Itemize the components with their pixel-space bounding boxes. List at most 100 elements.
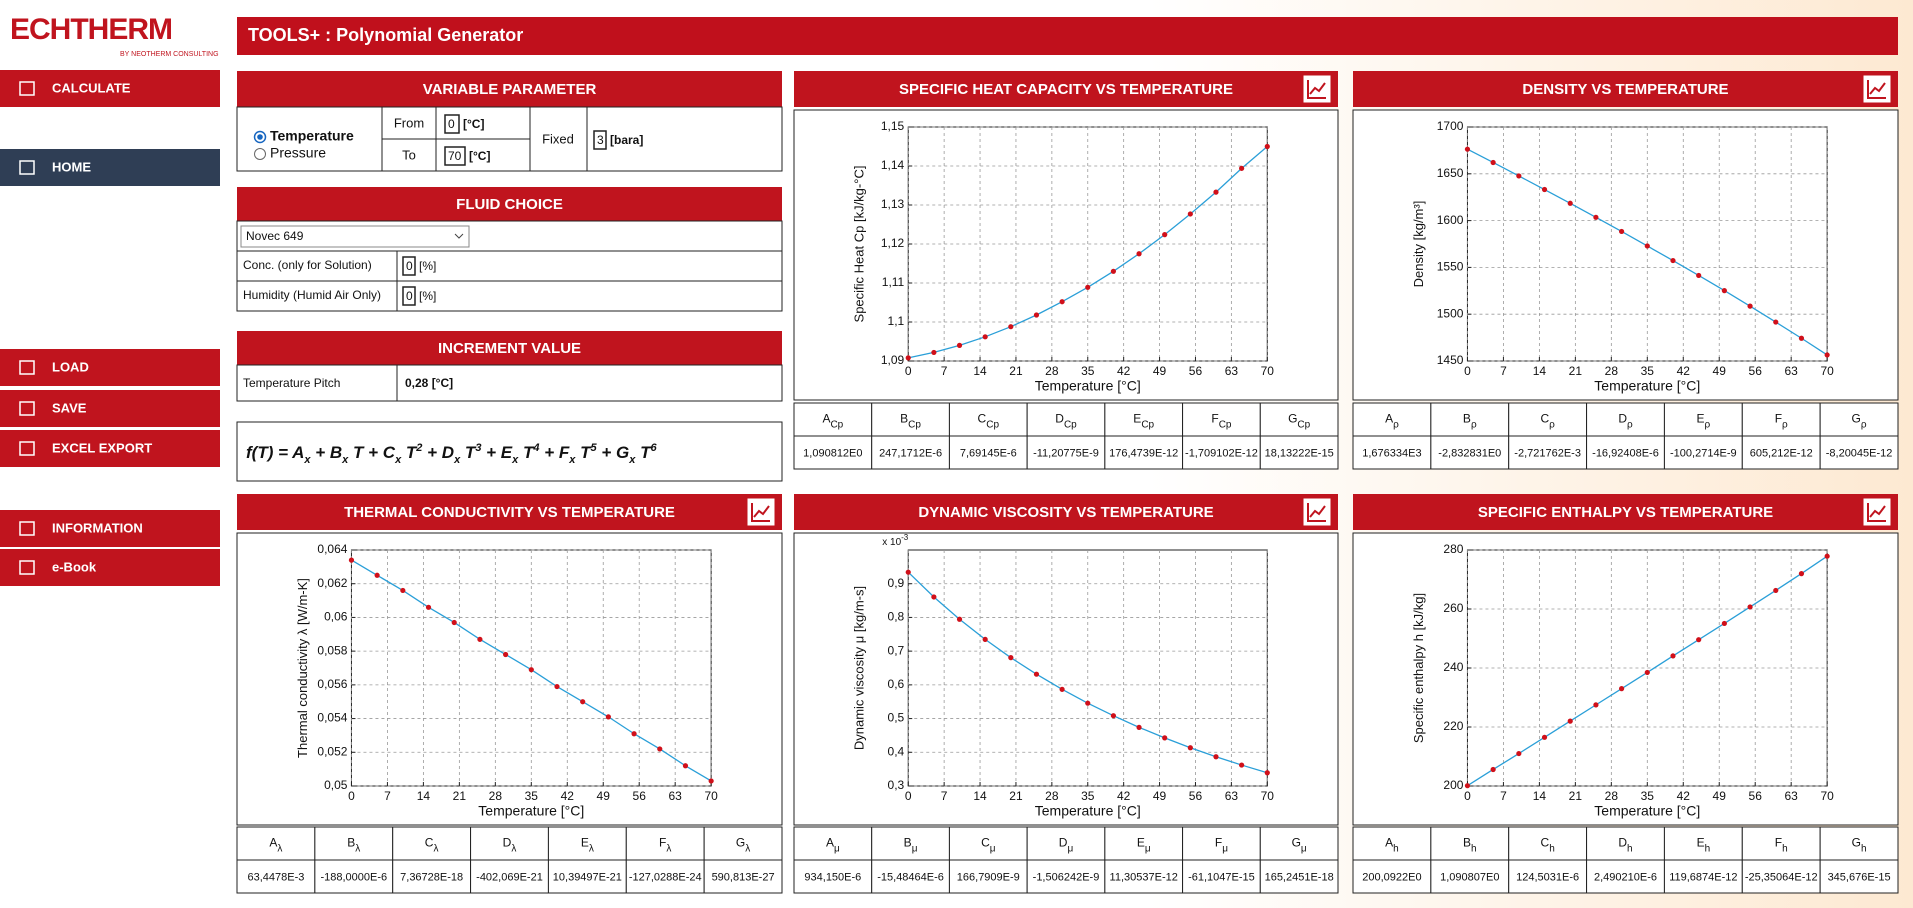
- x-tick-label: 35: [1081, 364, 1095, 378]
- x-tick-label: 7: [1500, 364, 1507, 378]
- coef-value: -402,069E-21: [476, 871, 543, 883]
- data-point: [1773, 587, 1779, 594]
- nav-icon: [19, 160, 35, 175]
- chart-icon-glyph: [1867, 503, 1886, 522]
- data-point: [1464, 783, 1471, 789]
- y-tick-label: 0,06: [324, 610, 348, 624]
- data-point: [554, 683, 560, 690]
- unit: [bara]: [610, 133, 643, 147]
- cell: [1259, 402, 1339, 437]
- x-tick-label: 35: [1641, 364, 1655, 378]
- cell: [1182, 859, 1261, 894]
- coef-symbol: λ: [433, 844, 438, 855]
- coef-symbol: μ: [834, 844, 840, 855]
- nav-button[interactable]: CALCULATE: [0, 70, 220, 107]
- coef-letter: B: [1463, 412, 1471, 426]
- data-point: [1059, 299, 1065, 305]
- coef-symbol: Cp: [986, 420, 999, 431]
- y-tick-label: 260: [1443, 601, 1463, 615]
- formula-part: 6: [650, 442, 657, 454]
- coef-letter: C: [978, 412, 987, 426]
- nav-icon: [19, 521, 35, 536]
- coef-value: 18,13222E-15: [1265, 447, 1334, 459]
- coef-symbol: λ: [666, 844, 671, 855]
- data-point: [1033, 671, 1040, 677]
- nav-button-bg: [0, 149, 220, 186]
- chart-title: DENSITY VS TEMPERATURE: [1522, 81, 1728, 98]
- coef-letter: C: [981, 836, 990, 850]
- y-tick-label: 1,09: [881, 353, 905, 367]
- radio-label: Pressure: [270, 145, 326, 161]
- x-tick-label: 7: [941, 364, 948, 378]
- data-point: [1721, 620, 1727, 627]
- coef-symbol: ρ: [1471, 420, 1477, 431]
- cell: [1663, 402, 1743, 437]
- coef-symbol: h: [1782, 844, 1788, 855]
- data-point: [1213, 189, 1219, 195]
- x-tick-label: 21: [453, 789, 467, 803]
- input-box[interactable]: [444, 114, 460, 134]
- data-point: [1110, 713, 1117, 719]
- nav-label: INFORMATION: [52, 520, 143, 535]
- cell: [871, 826, 950, 861]
- cell: [1259, 826, 1339, 861]
- cell: [1586, 859, 1665, 894]
- y-tick-label: 1700: [1437, 119, 1464, 133]
- nav-button[interactable]: e-Book: [0, 549, 220, 586]
- nav-button[interactable]: EXCEL EXPORT: [0, 430, 220, 467]
- radio[interactable]: [254, 148, 266, 160]
- cell: [1104, 859, 1184, 894]
- nav-button[interactable]: INFORMATION: [0, 510, 220, 547]
- cell: [1819, 826, 1899, 861]
- coef-value: 63,4478E-3: [247, 871, 304, 883]
- data-point: [400, 587, 406, 594]
- cell: [1430, 435, 1510, 470]
- coef-header: Dμ: [1059, 836, 1074, 855]
- x-tick-label: 7: [384, 789, 391, 803]
- coef-value: 165,2451E-18: [1265, 871, 1334, 883]
- x-tick-label: 56: [1189, 364, 1203, 378]
- coef-header: ECp: [1133, 412, 1154, 431]
- input-value: 0: [448, 117, 455, 131]
- y-tick-label: 280: [1443, 542, 1463, 556]
- data-point: [1644, 669, 1650, 676]
- y-axis-label: Density [kg/m³]: [1411, 201, 1426, 288]
- formula-part: f(T) = A: [246, 443, 304, 462]
- cell: [1741, 859, 1821, 894]
- coef-symbol: Cp: [830, 420, 843, 431]
- nav-button[interactable]: SAVE: [0, 390, 220, 427]
- y-axis-label: Specific enthalpy h [kJ/kg]: [1411, 593, 1426, 743]
- nav-button[interactable]: HOME: [0, 149, 220, 186]
- x-tick-label: 35: [1081, 789, 1095, 803]
- y-tick-label: 0,054: [317, 711, 347, 725]
- nav-label: SAVE: [52, 400, 87, 415]
- data-point: [1619, 686, 1625, 692]
- coef-letter: C: [425, 836, 434, 850]
- coef-header: Aρ: [1385, 412, 1399, 431]
- y-tick-label: 1650: [1437, 166, 1464, 180]
- x-tick-label: 70: [1820, 364, 1834, 378]
- input-box[interactable]: [402, 256, 416, 276]
- coef-header: BCp: [900, 412, 921, 431]
- coef-letter: B: [900, 412, 908, 426]
- chart-title: DYNAMIC VISCOSITY VS TEMPERATURE: [918, 504, 1213, 521]
- input-box[interactable]: [593, 130, 607, 150]
- data-point: [1085, 284, 1091, 290]
- cell: [381, 138, 437, 172]
- coef-header: Eh: [1697, 836, 1711, 855]
- data-point: [477, 636, 483, 642]
- nav-button[interactable]: LOAD: [0, 349, 220, 386]
- data-point: [1136, 251, 1142, 257]
- coef-header: Fμ: [1215, 836, 1228, 855]
- cell: [236, 250, 398, 282]
- formula-part: T: [635, 443, 652, 462]
- input-box[interactable]: [402, 286, 416, 306]
- input-box[interactable]: [444, 146, 466, 166]
- formula-part: T: [401, 443, 418, 462]
- coef-symbol: h: [1705, 844, 1711, 855]
- radio-label: Temperature: [270, 128, 354, 144]
- y-tick-label: 0,05: [324, 778, 348, 792]
- dropdown[interactable]: [240, 225, 470, 248]
- cell: [547, 859, 627, 894]
